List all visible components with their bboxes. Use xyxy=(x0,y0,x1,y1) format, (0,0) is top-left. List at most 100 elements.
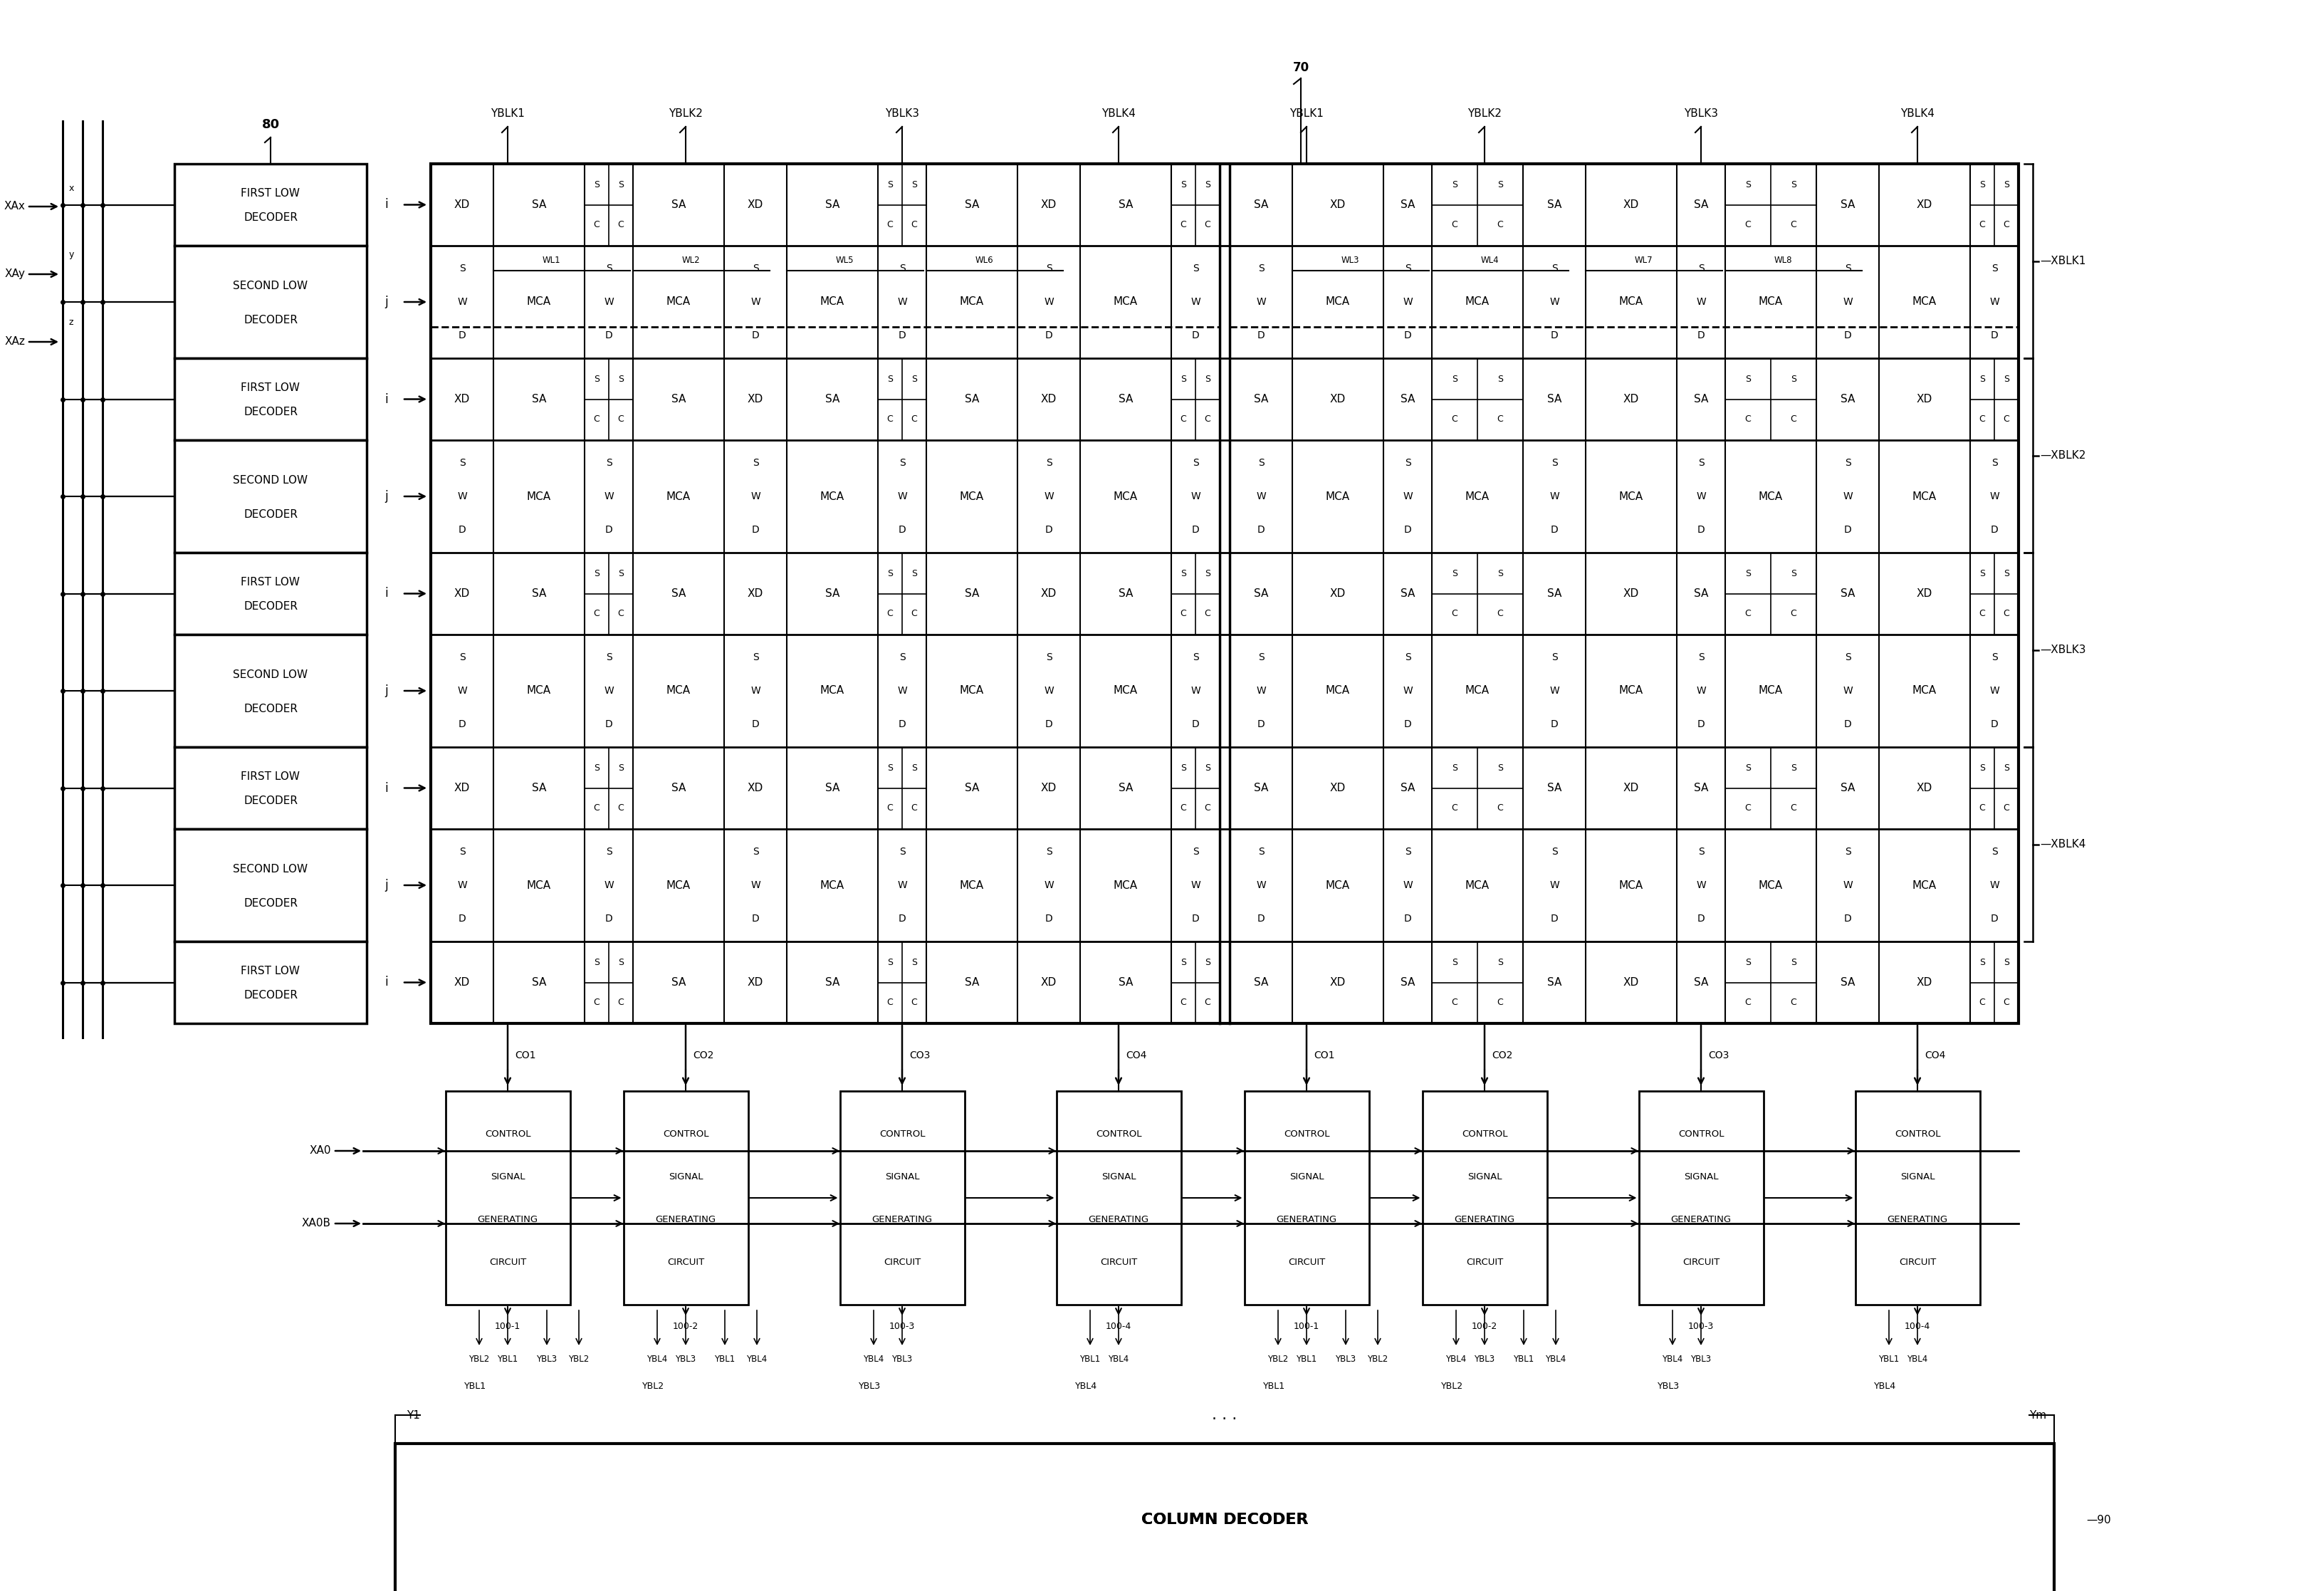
Text: XD: XD xyxy=(453,783,469,794)
Text: j: j xyxy=(386,878,388,891)
Text: W: W xyxy=(1255,492,1267,501)
Text: SA: SA xyxy=(1841,395,1855,404)
Text: j: j xyxy=(386,490,388,503)
Text: SIGNAL: SIGNAL xyxy=(1290,1173,1325,1181)
Text: SIGNAL: SIGNAL xyxy=(885,1173,920,1181)
Text: C: C xyxy=(1181,803,1188,813)
Text: CO2: CO2 xyxy=(1492,1050,1513,1061)
Text: XD: XD xyxy=(1622,783,1638,794)
Text: S: S xyxy=(888,958,892,967)
Text: 100-3: 100-3 xyxy=(890,1322,916,1330)
Text: S: S xyxy=(1181,570,1185,579)
Text: S: S xyxy=(1181,764,1185,773)
Text: S: S xyxy=(1745,764,1750,773)
Text: XD: XD xyxy=(453,977,469,988)
Text: YBL2: YBL2 xyxy=(569,1356,590,1363)
Text: S: S xyxy=(1046,263,1053,274)
Text: WL4: WL4 xyxy=(1480,256,1499,266)
Text: S: S xyxy=(1497,180,1504,189)
Text: C: C xyxy=(618,803,623,813)
Text: W: W xyxy=(1843,492,1852,501)
Text: D: D xyxy=(1550,913,1557,924)
Text: D: D xyxy=(1992,913,1999,924)
Text: SA: SA xyxy=(825,199,839,210)
Text: C: C xyxy=(911,220,918,229)
Text: D: D xyxy=(1843,525,1852,535)
Text: S: S xyxy=(1257,263,1264,274)
Text: YBL3: YBL3 xyxy=(1657,1383,1680,1391)
Text: D: D xyxy=(1992,719,1999,730)
Text: SA: SA xyxy=(1548,783,1562,794)
Text: C: C xyxy=(1745,803,1750,813)
Text: —XBLK4: —XBLK4 xyxy=(2040,838,2085,850)
Text: SA: SA xyxy=(1118,977,1132,988)
Text: SA: SA xyxy=(1548,977,1562,988)
Bar xyxy=(174,635,367,748)
Text: C: C xyxy=(2003,220,2010,229)
Text: YBLK1: YBLK1 xyxy=(1290,108,1325,119)
Text: MCA: MCA xyxy=(820,492,844,501)
Text: D: D xyxy=(1257,331,1264,340)
Text: C: C xyxy=(1452,803,1457,813)
Text: YBL1: YBL1 xyxy=(713,1356,734,1363)
Bar xyxy=(623,1091,748,1305)
Text: S: S xyxy=(1497,958,1504,967)
Text: D: D xyxy=(458,913,465,924)
Text: D: D xyxy=(1404,331,1411,340)
Text: WL8: WL8 xyxy=(1773,256,1792,266)
Text: YBL3: YBL3 xyxy=(676,1356,695,1363)
Text: CO4: CO4 xyxy=(1924,1050,1945,1061)
Text: MCA: MCA xyxy=(820,880,844,891)
Text: WL6: WL6 xyxy=(976,256,995,266)
Text: S: S xyxy=(458,652,465,662)
Text: S: S xyxy=(1452,570,1457,579)
Text: CONTROL: CONTROL xyxy=(1678,1130,1724,1139)
Text: W: W xyxy=(458,492,467,501)
Text: GENERATING: GENERATING xyxy=(872,1214,932,1223)
Text: YBL2: YBL2 xyxy=(1367,1356,1387,1363)
Text: XD: XD xyxy=(748,977,762,988)
Text: YBL3: YBL3 xyxy=(892,1356,913,1363)
Text: SA: SA xyxy=(532,589,546,598)
Text: C: C xyxy=(1980,220,1985,229)
Text: W: W xyxy=(1989,686,1999,695)
Text: SA: SA xyxy=(964,977,978,988)
Text: D: D xyxy=(458,525,465,535)
Text: C: C xyxy=(1789,220,1796,229)
Text: YBLK2: YBLK2 xyxy=(669,108,702,119)
Text: XD: XD xyxy=(1917,199,1934,210)
Text: YBL1: YBL1 xyxy=(1878,1356,1899,1363)
Text: SIGNAL: SIGNAL xyxy=(1466,1173,1501,1181)
Text: —90: —90 xyxy=(2087,1515,2110,1526)
Text: SIGNAL: SIGNAL xyxy=(1683,1173,1717,1181)
Text: YBLK3: YBLK3 xyxy=(1685,108,1717,119)
Text: YBL4: YBL4 xyxy=(1662,1356,1683,1363)
Text: W: W xyxy=(458,686,467,695)
Text: MCA: MCA xyxy=(960,880,983,891)
Text: YBL4: YBL4 xyxy=(1875,1383,1896,1391)
Text: SA: SA xyxy=(825,395,839,404)
Text: YBL4: YBL4 xyxy=(1076,1383,1097,1391)
Text: SIGNAL: SIGNAL xyxy=(669,1173,702,1181)
Text: W: W xyxy=(1404,298,1413,307)
Text: W: W xyxy=(1550,492,1559,501)
Text: W: W xyxy=(1550,686,1559,695)
Text: DECODER: DECODER xyxy=(244,315,297,325)
Text: FIRST LOW: FIRST LOW xyxy=(242,772,300,781)
Text: DECODER: DECODER xyxy=(244,897,297,908)
Text: GENERATING: GENERATING xyxy=(1455,1214,1515,1223)
Bar xyxy=(174,245,367,358)
Text: XD: XD xyxy=(1917,783,1934,794)
Text: S: S xyxy=(1497,570,1504,579)
Text: S: S xyxy=(888,180,892,189)
Text: S: S xyxy=(911,180,918,189)
Text: —XBLK3: —XBLK3 xyxy=(2040,644,2087,655)
Text: D: D xyxy=(458,331,465,340)
Text: W: W xyxy=(1550,880,1559,891)
Text: y: y xyxy=(70,250,74,259)
Text: S: S xyxy=(1550,263,1557,274)
Text: C: C xyxy=(888,609,892,617)
Text: SA: SA xyxy=(1694,395,1708,404)
Text: YBL2: YBL2 xyxy=(469,1356,490,1363)
Text: S: S xyxy=(1980,570,1985,579)
